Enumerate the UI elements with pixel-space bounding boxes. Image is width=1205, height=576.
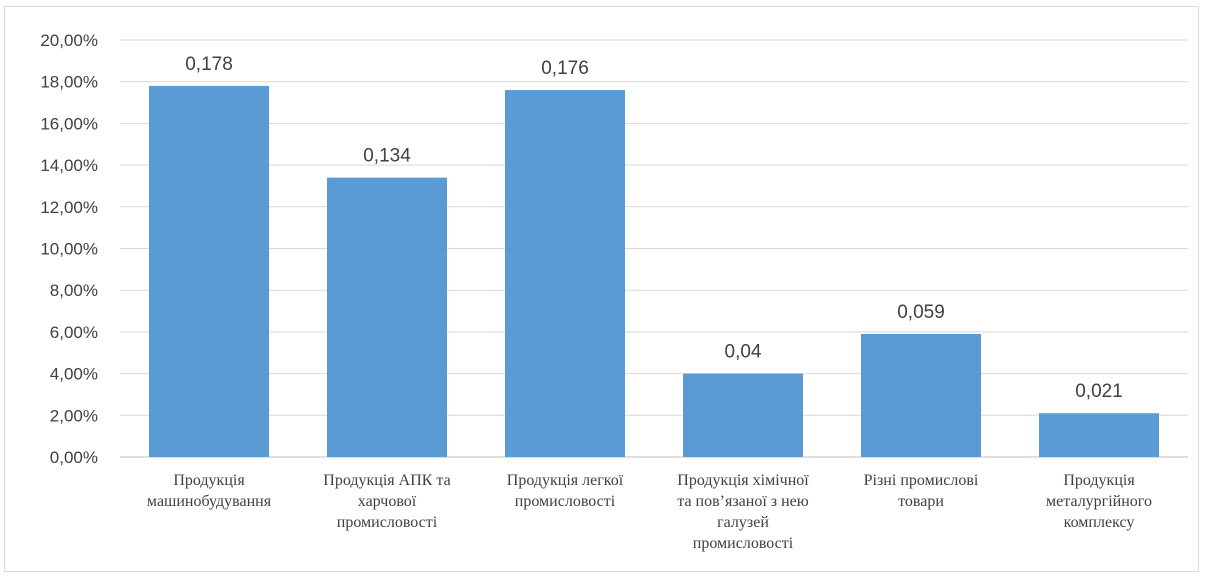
bar [1039,413,1159,457]
x-tick-label-line: машинобудування [147,493,272,510]
x-tick-label-line: комплексу [1064,514,1135,531]
y-tick-label: 14,00% [40,156,98,175]
y-tick-label: 20,00% [40,31,98,50]
x-tick-label: Різні промислові товари [864,472,979,510]
x-tick-label-line: металургійного [1046,493,1152,510]
x-tick-label-line: Продукція [1063,472,1135,489]
data-label: 0,059 [897,302,945,323]
y-tick-label: 8,00% [50,281,98,300]
x-tick-label-line: Продукція [173,472,245,489]
x-tick-label: Продукція легкої промисловості [507,472,624,510]
data-label: 0,021 [1075,381,1123,402]
x-tick-label-line: промисловості [337,514,438,531]
x-tick-label-line: Різні промислові [864,472,979,489]
x-tick-label-line: товари [898,493,944,510]
y-tick-label: 10,00% [40,240,98,259]
y-tick-label: 6,00% [50,323,98,342]
bar [683,373,803,457]
x-tick-label: Продукція хімічної та пов’язаної з нею гал… [677,472,809,552]
data-label: 0,04 [725,342,762,363]
data-label: 0,178 [185,54,233,75]
x-tick-label-line: галузей [717,514,769,531]
y-tick-label: 2,00% [50,406,98,425]
y-tick-label: 0,00% [50,448,98,467]
x-tick-label: Продукція АПК та харчової промисловості [323,472,450,531]
y-tick-label: 18,00% [40,73,98,92]
x-tick-label-line: Продукція хімічної [677,472,809,489]
y-tick-label: 16,00% [40,114,98,133]
data-label: 0,176 [541,58,589,79]
x-tick-label-line: промисловості [693,535,794,552]
x-tick-label-line: Продукція АПК та [323,472,450,489]
x-tick-label-line: Продукція легкої [507,472,624,489]
x-tick-label-line: та пов’язаної з нею [677,493,809,510]
bar [327,177,447,458]
x-tick-label: Продукція металургійного комплексу [1046,472,1152,531]
bar [861,333,981,457]
y-tick-label: 4,00% [50,365,98,384]
x-tick-label-line: промисловості [515,493,616,510]
x-tick-label-line: харчової [358,493,417,510]
bar [505,90,625,457]
y-tick-label: 12,00% [40,198,98,217]
x-tick-label: Продукція машинобудування [147,472,272,510]
bar [149,85,269,458]
data-label: 0,134 [363,146,411,167]
